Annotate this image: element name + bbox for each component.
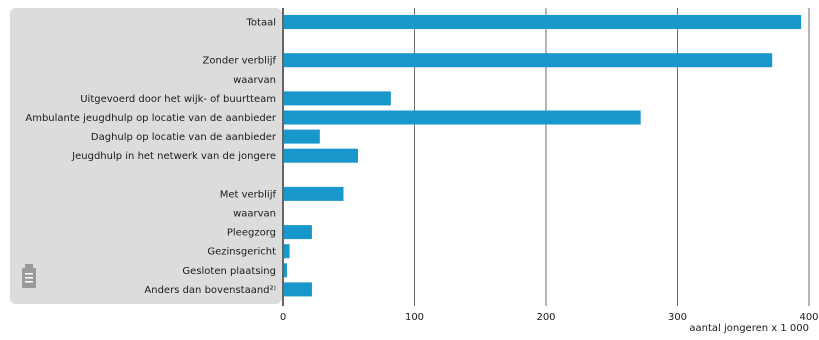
- bar: [284, 186, 344, 201]
- bar: [284, 53, 773, 68]
- bar: [284, 110, 641, 125]
- label-panel: [10, 8, 282, 304]
- category-label: Ambulante jeugdhulp op locatie van de aa…: [25, 113, 277, 124]
- x-tick-labels: 0 100 200 300 400: [280, 312, 819, 323]
- document-icon: [22, 264, 36, 288]
- x-tick-label: 400: [799, 312, 818, 323]
- category-label: Daghulp op locatie van de aanbieder: [91, 132, 277, 143]
- category-label: Totaal: [246, 18, 276, 29]
- bar: [284, 225, 312, 240]
- category-label: Pleegzorg: [227, 228, 276, 239]
- category-label: Met verblijf: [220, 189, 277, 200]
- bar: [284, 263, 287, 278]
- category-label: Anders dan bovenstaand²⁾: [144, 285, 276, 296]
- bar: [284, 244, 290, 259]
- x-axis-title: aantal jongeren x 1 000: [689, 323, 809, 334]
- category-label: Gezinsgericht: [207, 247, 276, 258]
- x-tick-label: 100: [405, 312, 424, 323]
- gridlines: [282, 8, 810, 306]
- bar: [284, 282, 312, 297]
- bars: [284, 15, 802, 297]
- category-labels: Totaal Zonder verblijf waarvan Uitgevoerd d…: [25, 18, 277, 296]
- x-tick-label: 0: [280, 312, 286, 323]
- category-label: Zonder verblijf: [203, 56, 277, 67]
- x-tick-label: 200: [536, 312, 555, 323]
- category-label: Gesloten plaatsing: [182, 266, 276, 277]
- category-label: Jeugdhulp in het netwerk van de jongere: [71, 151, 276, 162]
- x-tick-label: 300: [668, 312, 687, 323]
- category-label: waarvan: [233, 209, 276, 220]
- bar: [284, 148, 358, 163]
- category-label: waarvan: [233, 75, 276, 86]
- bar: [284, 91, 391, 106]
- bar: [284, 15, 802, 29]
- bar: [284, 129, 320, 144]
- category-label: Uitgevoerd door het wijk- of buurtteam: [80, 94, 276, 105]
